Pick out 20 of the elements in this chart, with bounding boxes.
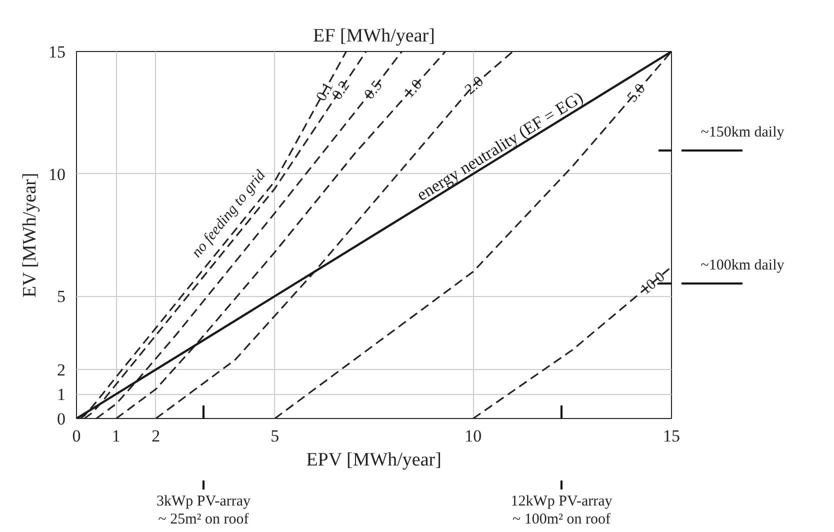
y-tick-label: 2	[57, 360, 66, 380]
x-tick-label: 15	[663, 426, 680, 446]
text: ~100km daily	[700, 258, 785, 274]
x-tick-label: 10	[464, 426, 482, 446]
y-tick-label: 0	[57, 410, 66, 428]
x-axis-title: EPV [MWh/year]	[306, 450, 442, 470]
text: 2.0	[462, 74, 487, 98]
text: 3kWp PV-array ~ 25m² on roof	[156, 494, 252, 528]
text: 12kWp PV-array ~ 100m² on roof	[510, 494, 613, 528]
chart-title: EF [MWh/year]	[313, 26, 435, 46]
y-tick-label: 10	[48, 164, 66, 184]
y-tick-label: 1	[57, 385, 66, 404]
text: ~150km daily	[700, 124, 785, 140]
y-tick-label: 15	[48, 42, 66, 62]
x-tick-label: 1	[112, 426, 120, 446]
y-axis-title: EV [MWh/year]	[20, 172, 40, 298]
x-tick-label: 0	[72, 426, 81, 446]
x-tick-label: 5	[270, 426, 280, 446]
y-tick-label: 5	[57, 287, 66, 306]
x-tick-label: 2	[152, 426, 160, 446]
